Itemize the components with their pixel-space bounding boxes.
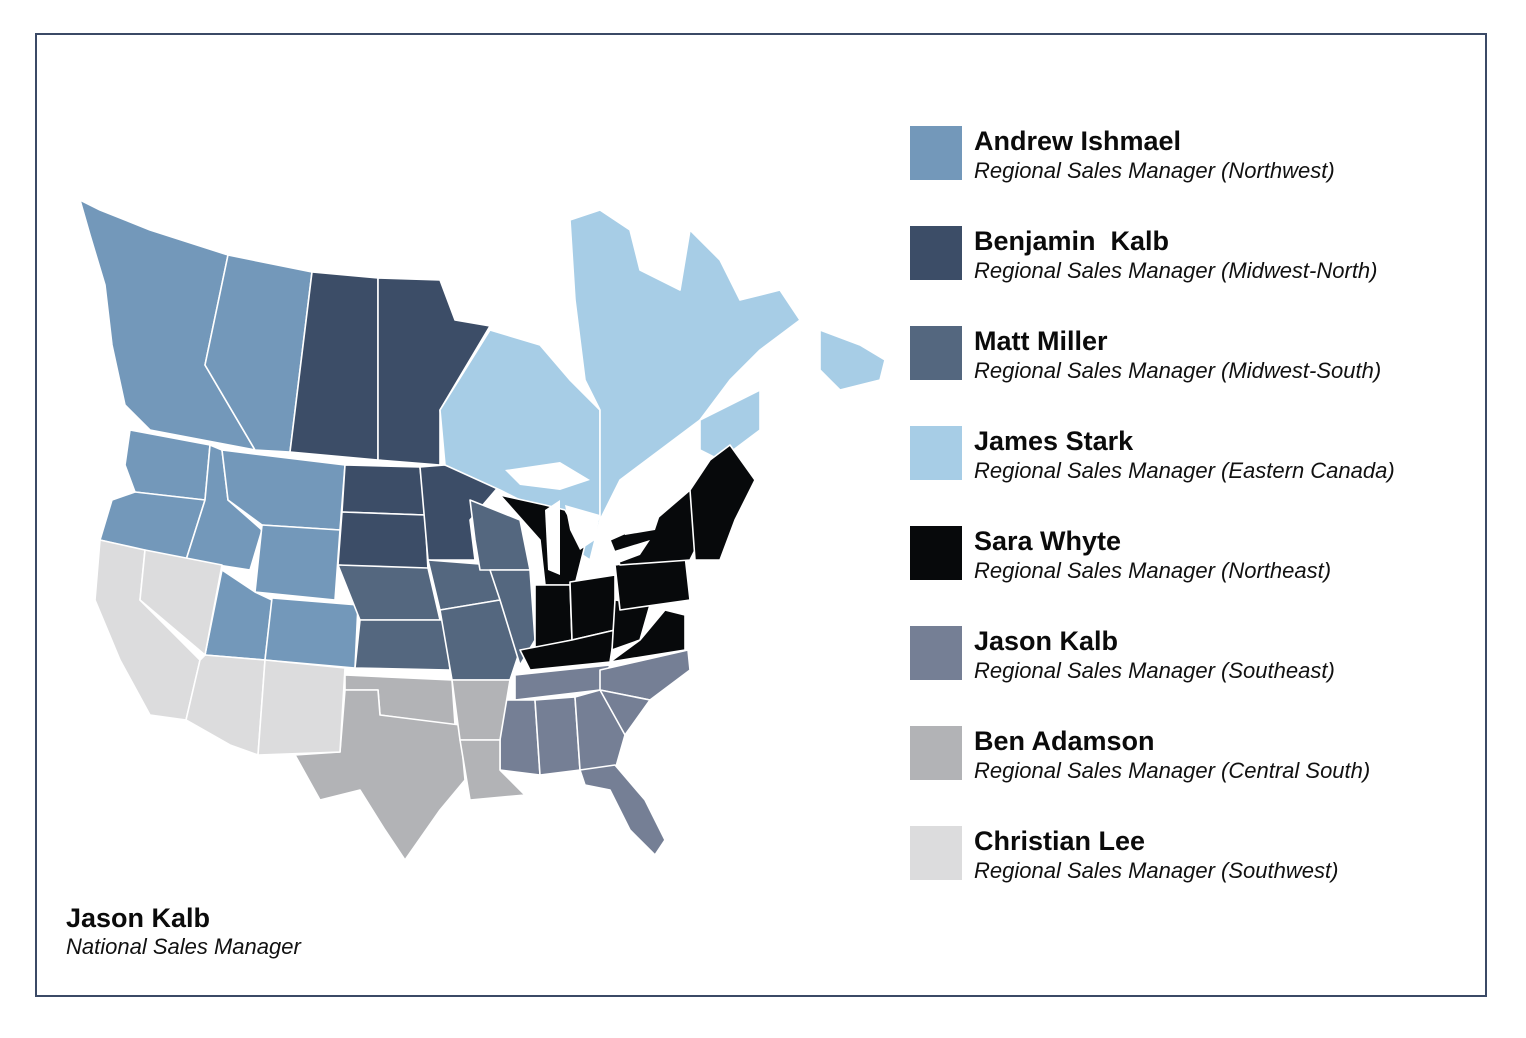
region-midwest-south[interactable] (337, 499, 536, 681)
territory-washington[interactable] (124, 429, 211, 501)
territory-texas[interactable] (294, 689, 466, 861)
territory-new-mexico[interactable] (257, 659, 346, 756)
legend-manager-role: Regional Sales Manager (Midwest-North) (974, 258, 1378, 283)
territory-ohio[interactable] (569, 574, 616, 641)
territory-georgia[interactable] (574, 689, 626, 771)
legend-item: James Stark Regional Sales Manager (Easte… (910, 426, 1480, 526)
legend-item: Jason Kalb Regional Sales Manager (Southe… (910, 626, 1480, 726)
legend-item: Benjamin Kalb Regional Sales Manager (Mid… (910, 226, 1480, 326)
territory-indiana[interactable] (534, 584, 573, 649)
legend-item: Matt Miller Regional Sales Manager (Midwe… (910, 326, 1480, 426)
legend-swatch (910, 526, 962, 580)
territory-virginia[interactable] (609, 609, 686, 663)
region-central-south[interactable] (294, 674, 526, 861)
territory-new-england[interactable] (689, 444, 756, 561)
territory-florida[interactable] (579, 764, 666, 856)
territory-colorado[interactable] (264, 597, 359, 669)
legend-swatch (910, 826, 962, 880)
territory-michigan[interactable] (499, 494, 586, 586)
legend-swatch (910, 626, 962, 680)
region-eastern-canada[interactable] (439, 209, 886, 561)
legend-manager-role: Regional Sales Manager (Midwest-South) (974, 358, 1382, 383)
territory-south-dakota[interactable] (337, 511, 429, 571)
legend-manager-role: Regional Sales Manager (Northeast) (974, 558, 1332, 583)
legend-manager-name: Ben Adamson (974, 726, 1155, 756)
territory-quebec[interactable] (569, 209, 801, 521)
legend-swatch (910, 326, 962, 380)
legend-manager-name: Matt Miller (974, 326, 1108, 356)
legend-manager-role: Regional Sales Manager (Eastern Canada) (974, 458, 1395, 483)
national-manager-title: National Sales Manager (66, 934, 301, 959)
territory-arizona[interactable] (185, 654, 266, 756)
legend-item: Andrew Ishmael Regional Sales Manager (No… (910, 126, 1480, 226)
legend-item: Ben Adamson Regional Sales Manager (Centr… (910, 726, 1480, 826)
legend-item: Sara Whyte Regional Sales Manager (Northe… (910, 526, 1480, 626)
legend-manager-name: Jason Kalb (974, 626, 1119, 656)
legend-manager-name: Sara Whyte (974, 526, 1122, 556)
territory-louisiana[interactable] (459, 739, 526, 801)
legend-swatch (910, 726, 962, 780)
territory-missouri[interactable] (439, 599, 521, 681)
legend-manager-role: Regional Sales Manager (Southwest) (974, 858, 1339, 883)
territory-british-columbia[interactable] (79, 199, 256, 451)
legend-swatch (910, 426, 962, 480)
legend-manager-name: Christian Lee (974, 826, 1146, 856)
national-manager-name: Jason Kalb (66, 903, 211, 933)
region-southwest[interactable] (94, 539, 346, 756)
region-southeast[interactable] (499, 649, 691, 856)
legend-swatch (910, 226, 962, 280)
legend-manager-name: James Stark (974, 426, 1134, 456)
legend-manager-role: Regional Sales Manager (Southeast) (974, 658, 1335, 683)
legend-manager-name: Benjamin Kalb (974, 226, 1170, 256)
territory-kansas[interactable] (354, 619, 451, 671)
territory-alberta[interactable] (204, 254, 313, 453)
territory-newfoundland[interactable] (819, 329, 886, 391)
legend-manager-role: Regional Sales Manager (Northwest) (974, 158, 1335, 183)
territory-north-dakota[interactable] (341, 464, 426, 516)
territory-manitoba[interactable] (377, 277, 491, 466)
national-manager: Jason Kalb National Sales Manager (66, 903, 301, 961)
territory-alabama[interactable] (534, 696, 581, 776)
legend-swatch (910, 126, 962, 180)
legend-manager-role: Regional Sales Manager (Central South) (974, 758, 1371, 783)
legend-item: Christian Lee Regional Sales Manager (Sou… (910, 826, 1480, 926)
great-lakes (505, 462, 660, 575)
territory-maritimes[interactable] (699, 389, 761, 461)
territory-arkansas[interactable] (451, 679, 511, 741)
region-northwest[interactable] (79, 199, 359, 669)
legend: Andrew Ishmael Regional Sales Manager (No… (910, 126, 1480, 926)
legend-manager-name: Andrew Ishmael (974, 126, 1182, 156)
region-midwest-north[interactable] (289, 271, 501, 571)
territory-mississippi[interactable] (499, 699, 541, 776)
territory-wyoming[interactable] (254, 524, 341, 601)
territory-north-carolina[interactable] (599, 649, 691, 701)
